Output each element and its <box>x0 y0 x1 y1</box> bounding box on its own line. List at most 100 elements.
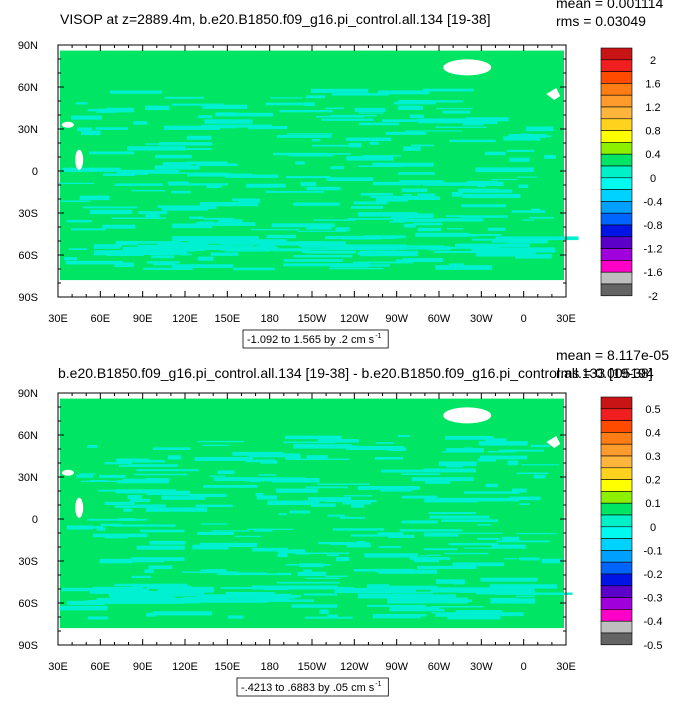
colorbar-label: 0.4 <box>645 427 660 439</box>
anomaly-streak <box>246 183 286 188</box>
anomaly-streak <box>133 121 148 125</box>
anomaly-streak <box>96 527 106 531</box>
anomaly-streak <box>99 558 133 564</box>
anomaly-streak <box>62 167 121 172</box>
anomaly-streak <box>156 148 212 150</box>
anomaly-streak <box>210 252 239 256</box>
anomaly-streak <box>321 118 374 121</box>
anomaly-streak <box>491 544 526 548</box>
land-mask <box>61 59 561 170</box>
anomaly-streak <box>306 186 341 191</box>
anomaly-streak <box>464 120 498 125</box>
x-tick-label: 90E <box>133 313 153 325</box>
anomaly-streak <box>516 533 557 535</box>
colorbar-swatch <box>600 201 633 214</box>
anomaly-streak <box>75 102 88 105</box>
anomaly-band <box>363 246 390 250</box>
y-tick-label: 90N <box>18 388 38 400</box>
anomaly-streak <box>462 123 484 126</box>
anomaly-streak <box>385 131 427 135</box>
anomaly-band <box>472 238 536 241</box>
anomaly-streak <box>438 461 477 467</box>
anomaly-streak <box>136 469 199 472</box>
anomaly-streak <box>455 610 503 614</box>
anomaly-streak <box>154 165 200 170</box>
anomaly-streak <box>87 109 97 112</box>
anomaly-streak <box>218 219 243 223</box>
colorbar-label: 0.3 <box>645 451 660 463</box>
anomaly-streak <box>187 126 237 129</box>
anomaly-streak <box>271 223 335 228</box>
anomaly-streak <box>211 530 250 532</box>
anomaly-streak <box>346 446 405 451</box>
anomaly-streak <box>360 193 393 196</box>
anomaly-streak <box>213 477 257 481</box>
colorbar-label: 0 <box>650 173 656 185</box>
anomaly-streak <box>339 516 365 519</box>
colorbar <box>600 47 633 297</box>
anomaly-band <box>342 235 381 240</box>
anomaly-streak <box>358 486 420 490</box>
anomaly-streak <box>518 184 529 188</box>
anomaly-streak <box>423 548 458 551</box>
arabian-mask <box>75 149 84 170</box>
anomaly-streak <box>104 536 128 539</box>
anomaly-streak <box>409 557 451 560</box>
anomaly-streak <box>168 181 189 186</box>
colorbar-label: -1.2 <box>644 244 663 256</box>
x-tick-label: 150E <box>214 313 240 325</box>
anomaly-streak <box>96 108 117 113</box>
anomaly-streak <box>375 442 394 444</box>
anomaly-streak <box>417 193 436 198</box>
anomaly-streak <box>145 105 170 111</box>
anomaly-streak <box>398 105 421 109</box>
anomaly-streak <box>516 176 538 178</box>
anomaly-band <box>157 588 205 595</box>
anomaly-streak <box>278 596 296 599</box>
anomaly-streak <box>300 552 349 554</box>
colorbar-label: -0.5 <box>644 640 663 652</box>
anomaly-band <box>139 247 195 252</box>
anomaly-streak <box>544 154 556 159</box>
x-tick-label: 30E <box>556 661 576 673</box>
anomaly-band <box>89 588 149 594</box>
anomaly-streak <box>106 107 134 113</box>
anomaly-streak <box>111 217 166 219</box>
anomaly-streak <box>209 106 244 109</box>
anomaly-streak <box>114 262 134 267</box>
anomaly-streak <box>519 557 540 561</box>
anomaly-streak <box>411 477 474 482</box>
colorbar-swatch <box>600 271 633 285</box>
anomaly-streak <box>251 228 299 231</box>
anomaly-streak <box>354 107 386 113</box>
anomaly-streak <box>350 534 388 537</box>
anomaly-streak <box>204 119 253 124</box>
anomaly-streak <box>89 209 133 215</box>
anomaly-streak <box>439 218 484 222</box>
anomaly-streak <box>487 227 506 231</box>
anomaly-streak <box>506 149 535 152</box>
anomaly-streak <box>172 223 213 229</box>
x-tick-label: 90W <box>385 313 408 325</box>
anomaly-streak <box>303 102 315 106</box>
anomaly-streak <box>403 223 416 228</box>
y-tick-label: 90N <box>18 40 38 52</box>
anomaly-streak <box>496 540 550 543</box>
anomaly-streak <box>148 565 173 570</box>
anomaly-streak <box>316 115 364 118</box>
anomaly-streak <box>464 447 473 452</box>
anomaly-streak <box>286 133 333 135</box>
colorbar-swatch <box>600 212 633 226</box>
anomaly-band <box>196 596 277 599</box>
anomaly-streak <box>87 518 147 521</box>
anomaly-streak <box>484 438 507 443</box>
anomaly-streak <box>326 177 374 181</box>
arabian-mask <box>75 497 84 518</box>
anomaly-streak <box>411 144 434 147</box>
anomaly-streak <box>71 115 102 120</box>
colorbar-label: -0.1 <box>644 545 663 557</box>
anomaly-streak <box>258 597 289 600</box>
anomaly-streak <box>522 219 535 221</box>
anomaly-streak <box>248 126 287 130</box>
anomaly-streak <box>508 134 547 138</box>
